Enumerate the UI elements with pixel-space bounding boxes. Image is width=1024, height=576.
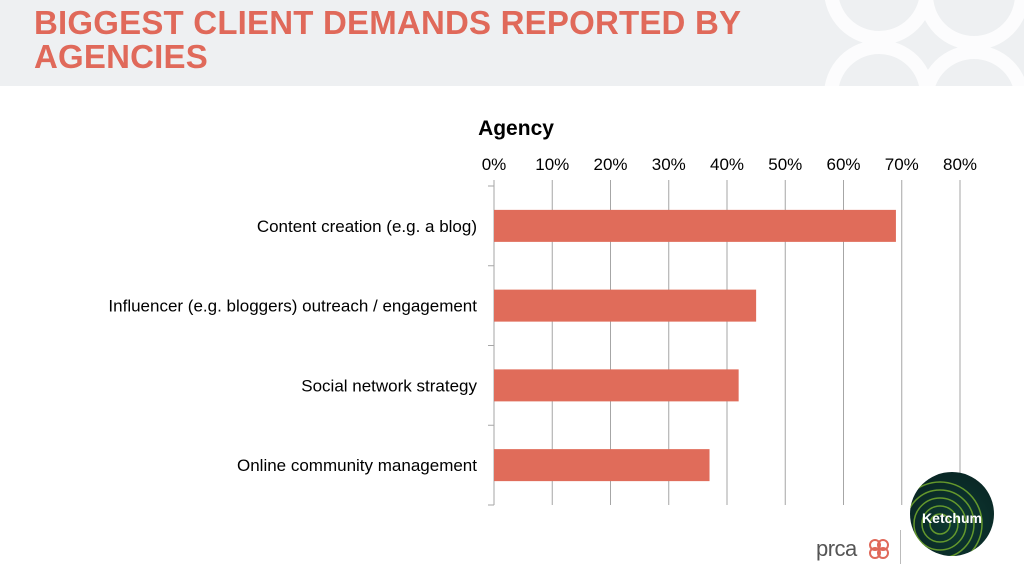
- ketchum-logo-text: Ketchum: [922, 510, 982, 526]
- ketchum-logo: Ketchum: [910, 472, 994, 556]
- page-title: BIGGEST CLIENT DEMANDS REPORTED BY AGENC…: [34, 4, 741, 75]
- logo-divider: [900, 530, 901, 564]
- x-tick-label: 70%: [885, 155, 919, 174]
- category-label: Online community management: [237, 456, 477, 475]
- x-tick-label: 10%: [535, 155, 569, 174]
- category-label: Content creation (e.g. a blog): [257, 217, 477, 236]
- bar: [494, 369, 739, 402]
- category-label: Influencer (e.g. bloggers) outreach / en…: [108, 297, 477, 316]
- header-band: [0, 0, 1024, 86]
- bar: [494, 209, 896, 242]
- ketchum-rings-icon: [910, 481, 983, 556]
- chart-title: Agency: [478, 117, 554, 140]
- decorative-rings-graphic: [824, 0, 1024, 86]
- bar: [494, 289, 757, 322]
- x-tick-label: 30%: [652, 155, 686, 174]
- x-tick-label: 80%: [943, 155, 977, 174]
- x-tick-label: 50%: [768, 155, 802, 174]
- x-tick-label: 20%: [593, 155, 627, 174]
- x-tick-label: 40%: [710, 155, 744, 174]
- x-tick-label: 0%: [482, 155, 507, 174]
- x-tick-label: 60%: [826, 155, 860, 174]
- prca-logo-text: prca: [816, 536, 857, 561]
- footer-logos: prca Ketchum: [800, 470, 1024, 576]
- category-label: Social network strategy: [301, 376, 477, 395]
- bar: [494, 449, 710, 482]
- bar-chart: Agency 0% 10% 20% 30% 40% 50% 60% 70% 80% Content …: [108, 117, 977, 506]
- prca-logo-icon: [869, 539, 889, 559]
